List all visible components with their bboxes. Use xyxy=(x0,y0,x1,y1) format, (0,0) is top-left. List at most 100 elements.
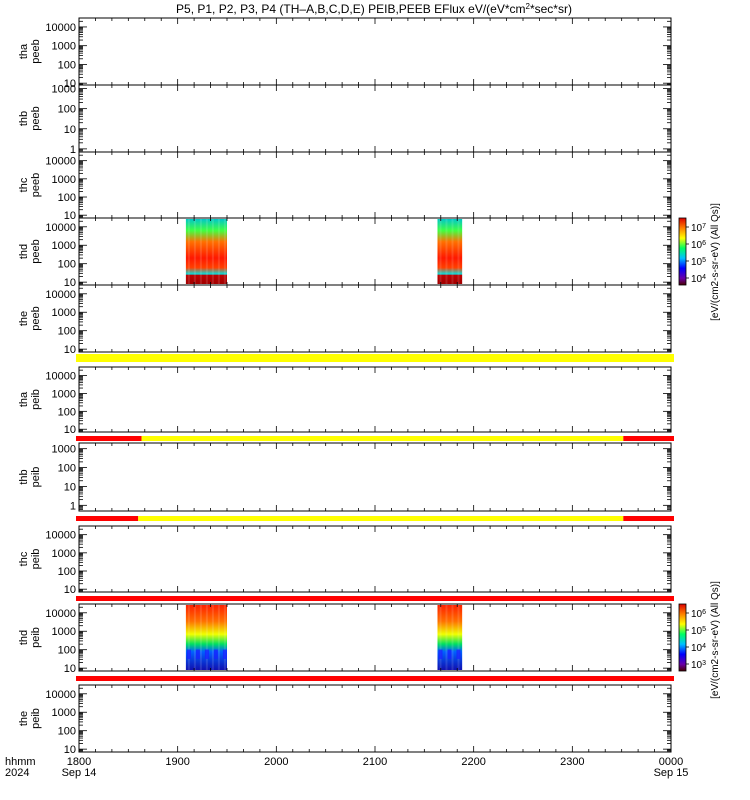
time-tick-label: 2100 xyxy=(363,756,387,768)
ytick-label: 100 xyxy=(58,326,76,338)
ytick-label: 10 xyxy=(64,78,76,90)
flag-segment xyxy=(76,676,674,681)
panel-ylabel: thdpeeb xyxy=(18,239,42,263)
panel-tha-peeb: 10000 1000 100 10 thapeeb xyxy=(18,17,672,90)
flag-bars xyxy=(76,354,674,681)
ytick-label: 100 xyxy=(58,726,76,738)
colorbar-peib-ticks: 106 105 104 103 xyxy=(686,609,706,672)
ytick-label: 10000 xyxy=(45,22,76,34)
start-date-label: Sep 14 xyxy=(62,767,97,779)
ytick-label: 1 xyxy=(70,144,76,156)
ytick-label: 10000 xyxy=(45,530,76,542)
flag-bar-2 xyxy=(76,436,674,441)
ytick-label: 10000 xyxy=(45,289,76,301)
panel-ylabel: thepeib xyxy=(18,708,42,729)
ytick-label: 1000 xyxy=(52,240,76,252)
spectrogram-block-1 xyxy=(185,605,227,670)
ytick-label: 10 xyxy=(64,124,76,136)
ytick-label: 1 xyxy=(70,500,76,512)
ytick-label: 1000 xyxy=(52,388,76,400)
panel-ylabel: thepeeb xyxy=(18,306,42,330)
colorbar-tick-label: 104 xyxy=(691,274,706,286)
time-tick-label: 2000 xyxy=(264,756,288,768)
ytick-label: 10000 xyxy=(45,689,76,701)
time-tick-label: 0000 xyxy=(659,756,683,768)
ytick-label: 1000 xyxy=(52,174,76,186)
colorbar-tick-label: 103 xyxy=(691,660,706,672)
ytick-label: 1000 xyxy=(52,307,76,319)
flag-bar-4 xyxy=(76,596,674,601)
colorbar-peib-label: [eV/(cm2-s-sr-eV) (All Qs)] xyxy=(710,581,721,699)
colorbar-tick-label: 106 xyxy=(691,240,706,252)
ytick-label: 10000 xyxy=(45,222,76,234)
panels: 10000 1000 100 10 thapeeb 1000 100 10 1 thbpeeb 10… xyxy=(18,17,672,756)
flag-segment xyxy=(138,516,624,521)
flag-segment xyxy=(76,436,142,441)
ytick-label: 10000 xyxy=(45,371,76,383)
colorbar-peeb-ticks: 107 106 105 104 xyxy=(686,223,706,286)
ytick-label: 10 xyxy=(64,344,76,356)
flag-segment xyxy=(76,516,139,521)
year-label: 2024 xyxy=(5,767,29,779)
colorbar-tick-label: 105 xyxy=(691,626,706,638)
spectrogram-block-1 xyxy=(185,219,227,284)
panel-the-peib: 10000 1000 100 10 thepeib xyxy=(18,684,672,756)
panel-ylabel: thbpeeb xyxy=(18,106,42,130)
ytick-label: 1000 xyxy=(52,626,76,638)
ytick-label: 1000 xyxy=(52,41,76,53)
ytick-label: 100 xyxy=(58,645,76,657)
ytick-label: 1000 xyxy=(52,707,76,719)
flag-segment xyxy=(623,516,674,521)
colorbar-tick-label: 105 xyxy=(691,257,706,269)
ytick-label: 10000 xyxy=(45,156,76,168)
colorbar-peib: 106 105 104 103 [eV/(cm2-s-sr-eV) (All Qs)] xyxy=(678,581,721,699)
time-tick-label: 1800 xyxy=(67,756,91,768)
flag-segment xyxy=(141,436,624,441)
ytick-label: 100 xyxy=(58,406,76,418)
panel-thd-peib: 10000 1000 100 10 thdpeib xyxy=(18,603,672,675)
colorbar-tick-label: 106 xyxy=(691,609,706,621)
ytick-label: 10000 xyxy=(45,608,76,620)
ytick-label: 10 xyxy=(64,584,76,596)
panel-ylabel: thbpeib xyxy=(18,467,42,488)
hhmm-label: hhmm xyxy=(5,756,36,768)
ytick-label: 10 xyxy=(64,481,76,493)
ytick-label: 100 xyxy=(58,59,76,71)
panel-ylabel: thcpeeb xyxy=(18,173,42,197)
panel-thb-peib: 1000 100 10 1 thbpeib xyxy=(18,442,672,512)
flag-segment xyxy=(623,436,674,441)
ytick-label: 10 xyxy=(64,210,76,222)
ytick-label: 100 xyxy=(58,259,76,271)
spectrogram-block-2 xyxy=(437,605,463,670)
panel-ylabel: thapeeb xyxy=(18,39,42,63)
ytick-label: 10 xyxy=(64,663,76,675)
colorbar-peeb: 107 106 105 104 [eV/(cm2-s-sr-eV) (All Qs)] xyxy=(678,203,721,321)
panel-tha-peib: 10000 1000 100 10 thapeib xyxy=(18,366,672,436)
time-tick-label: 2200 xyxy=(461,756,485,768)
spectrogram-block-2 xyxy=(437,219,463,284)
panel-ylabel: thapeib xyxy=(18,389,42,410)
colorbar-peeb-label: [eV/(cm2-s-sr-eV) (All Qs)] xyxy=(710,203,721,321)
flag-bar-5 xyxy=(76,676,674,681)
panel-thd-peeb: 10000 1000 100 10 thdpeeb xyxy=(18,217,672,289)
ytick-label: 1000 xyxy=(52,444,76,456)
panel-thc-peib: 10000 1000 100 10 thcpeib xyxy=(18,525,672,596)
flag-bar-1 xyxy=(76,354,674,362)
colorbar-tick-label: 107 xyxy=(691,223,706,235)
flag-segment xyxy=(76,354,674,362)
figure-title: P5, P1, P2, P3, P4 (TH–A,B,C,D,E) PEIB,P… xyxy=(176,2,572,17)
colorbar-tick-label: 104 xyxy=(691,643,706,655)
ytick-label: 10 xyxy=(64,424,76,436)
ytick-label: 10 xyxy=(64,744,76,756)
ytick-label: 1000 xyxy=(52,84,76,96)
ytick-label: 100 xyxy=(58,463,76,475)
flag-segment xyxy=(76,596,674,601)
time-tick-label: 1900 xyxy=(165,756,189,768)
ytick-label: 1000 xyxy=(52,548,76,560)
ytick-label: 100 xyxy=(58,104,76,116)
ytick-label: 10 xyxy=(64,277,76,289)
panel-ylabel: thdpeib xyxy=(18,627,42,648)
panel-the-peeb: 10000 1000 100 10 thepeeb xyxy=(18,284,672,356)
end-date-label: Sep 15 xyxy=(654,767,689,779)
